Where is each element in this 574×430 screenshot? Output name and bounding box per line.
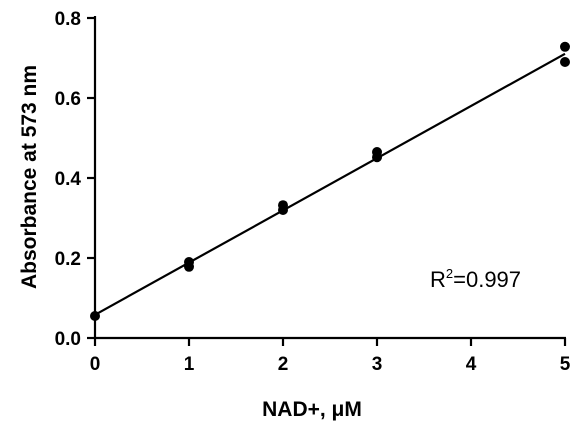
x-tick-label: 4 bbox=[466, 354, 477, 375]
x-tick-label: 5 bbox=[560, 354, 571, 375]
y-ticks: 0.0 0.2 0.4 0.6 0.8 bbox=[55, 9, 95, 350]
x-tick-label: 0 bbox=[90, 354, 101, 375]
y-tick-label: 0.6 bbox=[55, 89, 81, 110]
x-tick-label: 2 bbox=[278, 354, 289, 375]
x-ticks: 0 1 2 3 4 5 bbox=[90, 338, 571, 375]
x-tick-label: 1 bbox=[184, 354, 195, 375]
y-axis-title: Absorbance at 573 nm bbox=[18, 65, 41, 289]
y-tick-label: 0.2 bbox=[55, 249, 81, 270]
data-points bbox=[90, 41, 570, 321]
r-squared-annotation: R2=0.997 bbox=[430, 266, 521, 292]
data-point bbox=[560, 57, 570, 67]
data-point bbox=[560, 41, 570, 52]
x-axis-title: NAD+, μM bbox=[262, 398, 362, 421]
data-point bbox=[184, 261, 194, 272]
fit-line-group bbox=[94, 52, 566, 316]
y-tick-label: 0.8 bbox=[55, 9, 81, 30]
data-point bbox=[278, 205, 288, 215]
fit-line bbox=[94, 52, 566, 316]
x-tick-label: 3 bbox=[372, 354, 383, 375]
data-point bbox=[90, 311, 100, 321]
y-tick-label: 0.4 bbox=[55, 169, 82, 190]
data-point bbox=[372, 152, 382, 163]
y-tick-label: 0.0 bbox=[55, 329, 81, 350]
